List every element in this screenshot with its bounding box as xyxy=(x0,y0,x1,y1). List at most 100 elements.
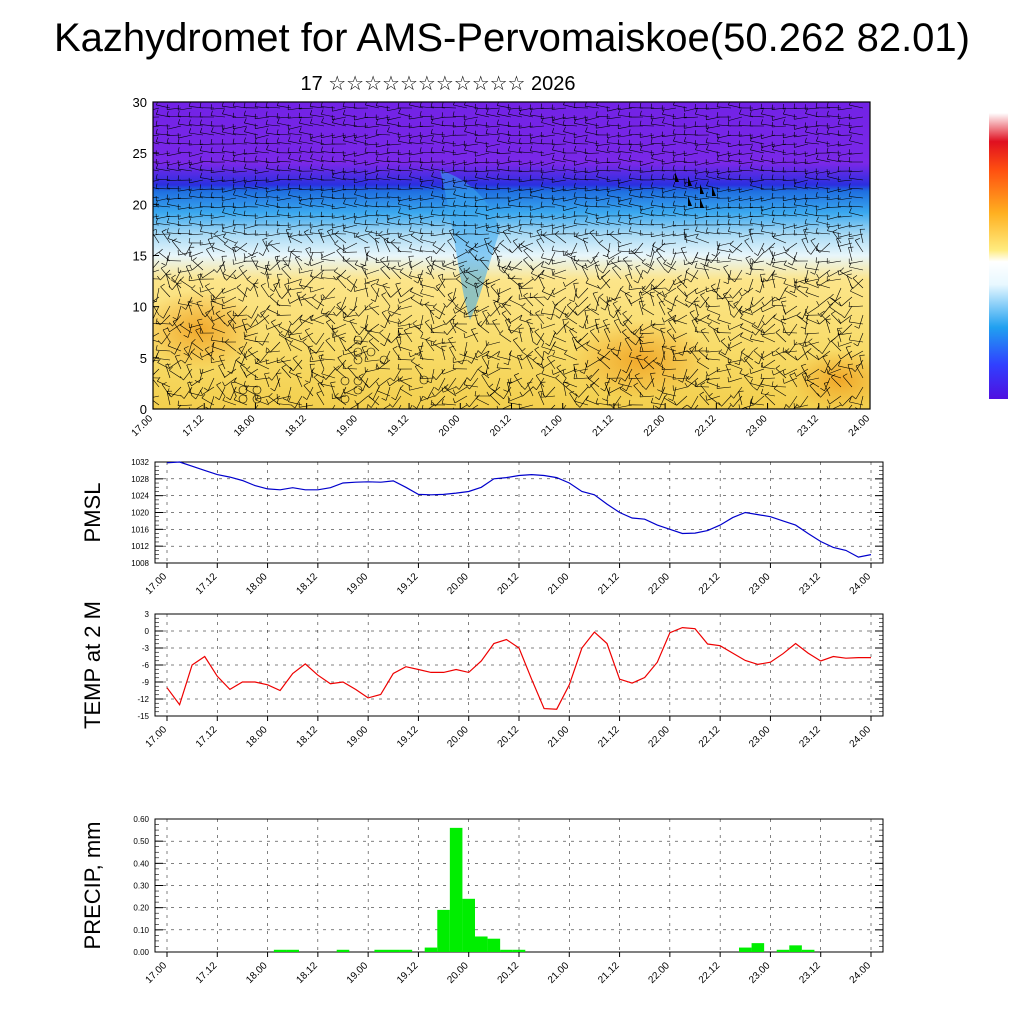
wind-barb-feather xyxy=(698,347,703,351)
wind-barb xyxy=(420,358,435,361)
wind-barb-feather xyxy=(180,321,184,326)
wind-barb-feather xyxy=(666,328,672,332)
wind-barb-feather xyxy=(408,263,412,268)
wind-barb xyxy=(398,152,413,156)
wind-barb xyxy=(475,152,490,157)
wind-barb-feather xyxy=(656,256,662,259)
wind-barb xyxy=(541,224,556,228)
wind-barb xyxy=(289,372,303,379)
wind-barb xyxy=(785,242,798,252)
wind-barb-feather xyxy=(278,322,283,327)
wind-barb xyxy=(541,313,556,316)
wind-barb xyxy=(398,113,413,118)
wind-barb xyxy=(387,205,402,208)
wind-barb xyxy=(728,197,743,202)
wind-barb-feather xyxy=(553,330,557,335)
wind-barb-feather xyxy=(628,373,630,379)
wind-barb xyxy=(840,271,853,280)
wind-barb xyxy=(552,355,567,361)
wind-barb xyxy=(178,123,193,127)
wind-barb xyxy=(733,305,743,318)
wind-barb xyxy=(266,132,281,136)
wind-barb xyxy=(625,275,633,289)
wind-barb xyxy=(750,368,765,374)
wind-barb-feather xyxy=(518,243,521,249)
wind-barb-feather xyxy=(322,313,327,318)
wind-barb xyxy=(728,170,743,173)
wind-barb-feather xyxy=(661,191,664,197)
wind-barb xyxy=(178,224,193,227)
wind-barb-feather xyxy=(794,371,797,377)
wind-barb xyxy=(831,359,842,371)
wind-barb-feather xyxy=(430,157,433,163)
wind-barb-feather xyxy=(233,386,237,392)
wind-barb xyxy=(233,323,248,329)
wind-barb xyxy=(551,305,556,320)
wind-barb-feather xyxy=(246,275,251,280)
wind-barb xyxy=(859,395,864,409)
wind-barb-feather xyxy=(208,237,214,240)
wind-barb-feather xyxy=(321,379,324,385)
wind-barb xyxy=(161,231,171,244)
wind-barb-feather xyxy=(296,291,302,294)
wind-barb-feather xyxy=(673,408,674,409)
wind-barb xyxy=(849,125,864,128)
wind-barb xyxy=(250,257,259,271)
wind-barb-feather xyxy=(276,255,279,261)
wind-barb xyxy=(732,242,743,254)
wind-barb-feather xyxy=(751,258,755,263)
wind-barb xyxy=(222,273,237,280)
wind-barb xyxy=(336,359,347,371)
wind-barb xyxy=(266,196,281,199)
wind-barb-feather xyxy=(785,349,789,354)
wind-barb xyxy=(345,260,358,271)
wind-barb-feather xyxy=(273,282,279,285)
wind-barb xyxy=(562,382,567,397)
wind-barb-feather xyxy=(210,121,213,127)
wind-barb-feather xyxy=(538,390,544,393)
wind-barb-feather xyxy=(801,363,807,366)
wind-barb-feather xyxy=(727,324,730,330)
wind-barb xyxy=(750,134,765,139)
wind-barb xyxy=(543,359,556,368)
wind-barb-feather xyxy=(387,306,391,311)
wind-barb xyxy=(211,233,226,238)
wind-barb xyxy=(262,332,270,346)
wind-barb xyxy=(816,260,831,263)
wind-barb xyxy=(661,170,677,172)
wind-barb xyxy=(409,104,424,109)
wind-barb xyxy=(332,206,347,210)
wind-barb xyxy=(671,296,677,311)
wind-barb-feather xyxy=(651,153,654,159)
wind-barb xyxy=(178,251,193,256)
wind-barb xyxy=(464,116,479,120)
wind-barb-feather xyxy=(725,363,731,366)
wind-barb xyxy=(502,231,512,244)
wind-barb-feather xyxy=(155,345,158,351)
wind-barb xyxy=(354,140,369,145)
wind-barb xyxy=(729,341,743,349)
wind-barb-feather xyxy=(454,303,459,309)
wind-barb xyxy=(706,305,721,308)
wind-barb xyxy=(224,243,237,253)
wind-barb-feather xyxy=(266,144,269,150)
wind-barb xyxy=(268,243,281,253)
wind-barb xyxy=(703,265,710,280)
wind-barb-feather xyxy=(211,341,215,347)
wind-barb-feather xyxy=(346,288,352,292)
wind-barb xyxy=(695,143,710,146)
wind-barb-feather xyxy=(411,357,415,362)
wind-barb-feather xyxy=(615,309,621,312)
wind-barb xyxy=(222,224,237,229)
wind-barb-feather xyxy=(681,246,687,249)
wind-barb xyxy=(745,257,754,271)
wind-barb xyxy=(453,161,468,166)
wind-barb xyxy=(211,206,226,209)
wind-barb xyxy=(153,142,160,145)
wind-barb-feather xyxy=(199,191,202,197)
wind-barb-feather xyxy=(621,377,626,382)
wind-barb xyxy=(221,256,226,271)
wind-barb xyxy=(189,392,204,397)
wind-barb xyxy=(522,350,534,361)
wind-barb-feather xyxy=(666,262,672,266)
